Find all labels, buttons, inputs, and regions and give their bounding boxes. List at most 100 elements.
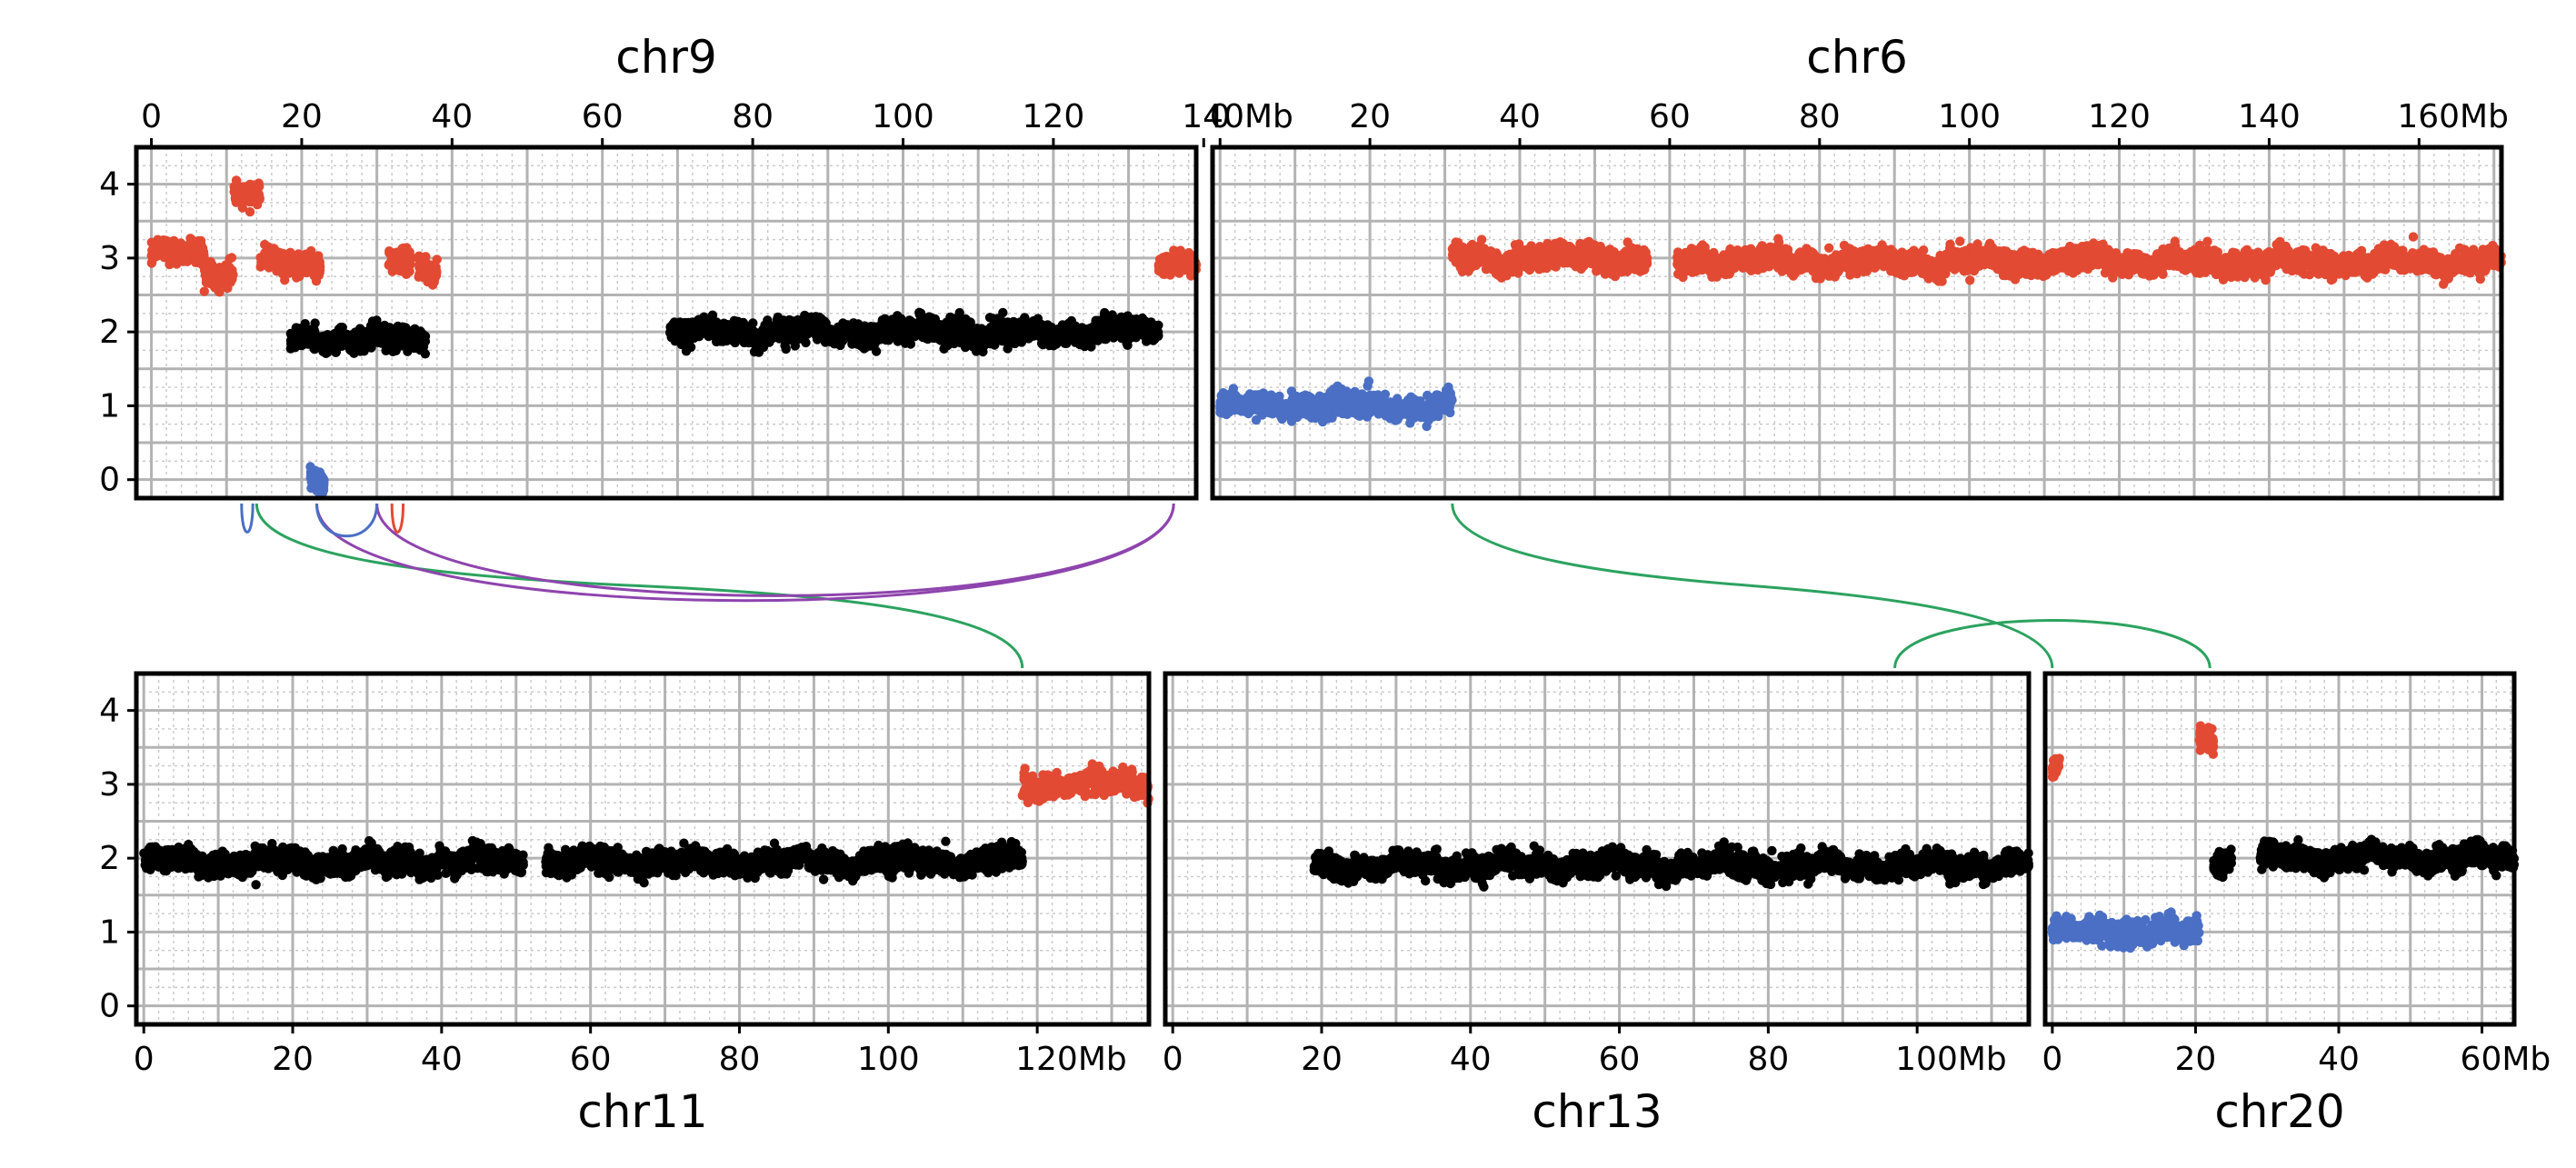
data-point (337, 323, 347, 333)
data-point (1549, 261, 1559, 271)
x-tick-label: 80 (732, 98, 774, 135)
data-point (1251, 414, 1262, 425)
data-point (1031, 316, 1041, 326)
y-tick-label: 0 (99, 462, 120, 499)
data-point (1622, 237, 1632, 247)
data-point (1001, 327, 1011, 337)
segment-chr9-2 (229, 175, 265, 217)
data-point (208, 277, 219, 288)
data-point (1097, 318, 1107, 328)
data-point (1423, 410, 1433, 420)
data-point (309, 271, 319, 281)
data-point (215, 287, 225, 297)
data-point (309, 324, 319, 335)
x-tick-label: 100 (872, 98, 934, 135)
data-point (382, 338, 392, 349)
segment-chr9-7 (384, 243, 415, 279)
x-tick-label: 60 (582, 98, 624, 135)
data-point (1171, 255, 1181, 265)
data-point (1255, 397, 1265, 407)
y-tick-label: 2 (99, 314, 120, 351)
data-point (311, 261, 321, 271)
data-point (694, 314, 704, 325)
data-point (314, 251, 324, 261)
data-point (674, 328, 684, 338)
data-point (289, 265, 299, 275)
data-point (428, 265, 438, 275)
data-point (1362, 402, 1372, 412)
data-point (1404, 406, 1414, 417)
data-point (306, 473, 316, 484)
x-axis-chr9: 0 20 40 60 80 100 120 140Mb (141, 98, 1293, 147)
data-point (1244, 389, 1255, 399)
data-point (415, 326, 425, 336)
data-point (1129, 319, 1139, 329)
data-point (390, 261, 401, 271)
data-point (280, 275, 290, 285)
data-point (292, 273, 302, 283)
data-point (1363, 381, 1373, 391)
data-point (380, 322, 390, 332)
data-point (305, 335, 316, 346)
data-point (830, 338, 841, 348)
data-point (1015, 332, 1025, 342)
data-point (955, 314, 966, 324)
data-point (1120, 314, 1131, 324)
data-point (963, 335, 973, 346)
data-point (948, 332, 958, 343)
data-point (700, 328, 711, 338)
data-point (290, 252, 300, 263)
data-point (837, 324, 848, 334)
y-tick-label: 3 (99, 240, 120, 277)
data-point (784, 314, 794, 325)
data-point (1286, 386, 1297, 396)
data-point (1337, 408, 1348, 419)
data-point (207, 267, 217, 277)
x-tick-label: 40 (431, 98, 473, 135)
data-point (1217, 408, 1227, 418)
data-point (1330, 400, 1341, 410)
data-point (199, 252, 209, 262)
data-point (1064, 324, 1075, 334)
data-point (713, 328, 723, 338)
y-tick-label: 1 (99, 387, 120, 424)
segment-chr9-3 (255, 239, 307, 285)
data-point (859, 333, 869, 343)
data-point (305, 462, 315, 472)
data-point (303, 253, 313, 264)
x-tick-label: 140Mb (1182, 98, 1293, 135)
data-point (316, 486, 327, 496)
data-point (1429, 402, 1439, 412)
data-point (1298, 391, 1308, 402)
data-point (146, 257, 157, 267)
x-tick-label: 20 (281, 98, 323, 135)
data-point (190, 246, 200, 256)
data-point (1045, 324, 1056, 334)
data-point (668, 319, 678, 329)
segment-chr9-10 (1153, 245, 1202, 281)
data-point (934, 333, 944, 343)
data-point (285, 335, 296, 346)
data-point (314, 472, 324, 482)
data-point (1112, 324, 1123, 334)
data-point (1223, 392, 1233, 403)
data-point (1371, 394, 1382, 404)
data-point (753, 341, 763, 351)
data-point (1060, 338, 1070, 348)
data-point (1445, 407, 1455, 418)
data-point (179, 253, 190, 263)
data-point (1286, 416, 1297, 426)
data-point (894, 331, 905, 342)
data-point (272, 254, 282, 265)
data-point (1437, 398, 1447, 409)
data-point (932, 321, 942, 331)
x-tick-label: 0 (141, 98, 162, 135)
data-point (245, 206, 255, 217)
data-point (261, 260, 271, 270)
data-point (915, 324, 925, 334)
data-point (1088, 332, 1099, 342)
data-point (884, 334, 894, 344)
data-point (782, 324, 792, 335)
